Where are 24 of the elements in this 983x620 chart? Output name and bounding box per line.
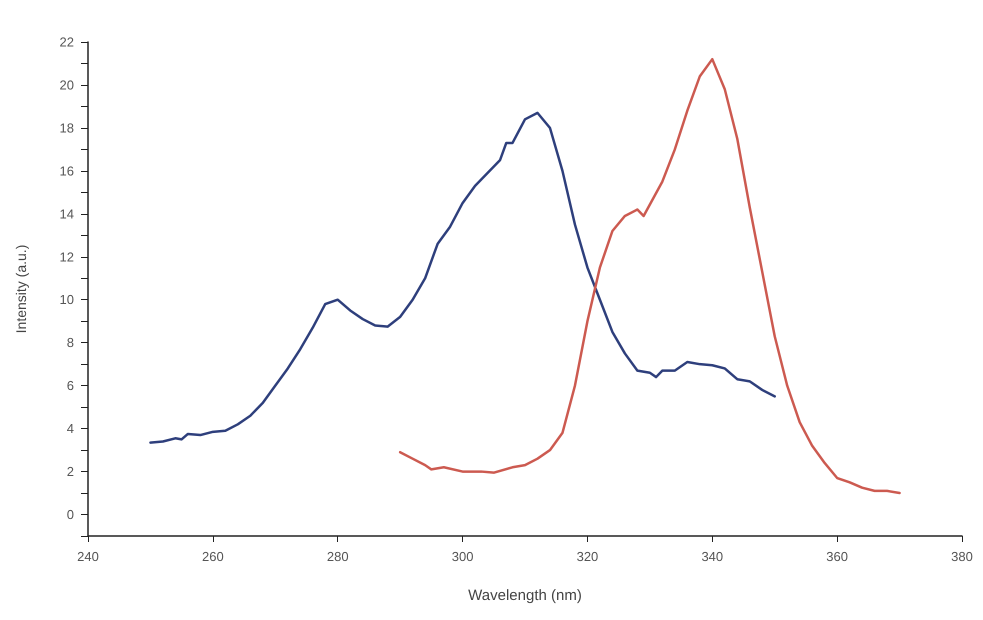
- y-tick-label: 14: [60, 206, 74, 222]
- x-tick-label: 240: [77, 549, 99, 564]
- y-tick-label: 6: [66, 378, 74, 394]
- x-tick-label: 340: [701, 549, 724, 564]
- line-series: [398, 58, 901, 494]
- x-axis-title: Wavelength (nm): [468, 587, 582, 604]
- x-tick-label: 280: [326, 549, 349, 564]
- x-tick-label: 300: [452, 549, 474, 564]
- y-tick-label: 8: [66, 335, 74, 350]
- y-tick-label: 16: [60, 163, 74, 178]
- y-tick-label: 20: [60, 77, 74, 92]
- y-tick-label: 12: [60, 249, 74, 264]
- y-tick-label: 2: [66, 464, 74, 480]
- x-tick-label: 360: [826, 549, 848, 564]
- y-tick-label: 22: [60, 34, 74, 50]
- y-axis-title: Intensity (a.u.): [13, 244, 29, 334]
- x-tick-label: 260: [202, 549, 224, 564]
- y-tick-label: 4: [66, 421, 74, 436]
- y-tick-label: 0: [66, 507, 74, 522]
- x-tick-label: 380: [951, 549, 973, 564]
- y-tick-label: 18: [60, 120, 74, 136]
- x-tick-label: 320: [576, 549, 598, 564]
- y-tick-label: 10: [60, 292, 74, 308]
- line-series: [149, 112, 776, 444]
